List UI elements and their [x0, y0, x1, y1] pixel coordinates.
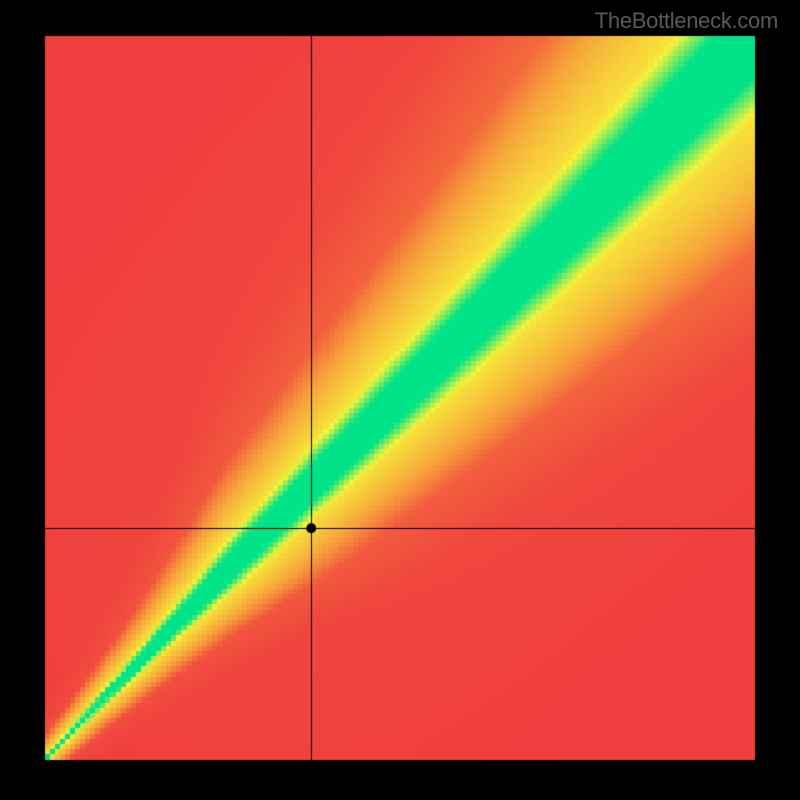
- bottleneck-heatmap-canvas: [0, 0, 800, 800]
- watermark-text: TheBottleneck.com: [595, 8, 778, 34]
- chart-container: TheBottleneck.com: [0, 0, 800, 800]
